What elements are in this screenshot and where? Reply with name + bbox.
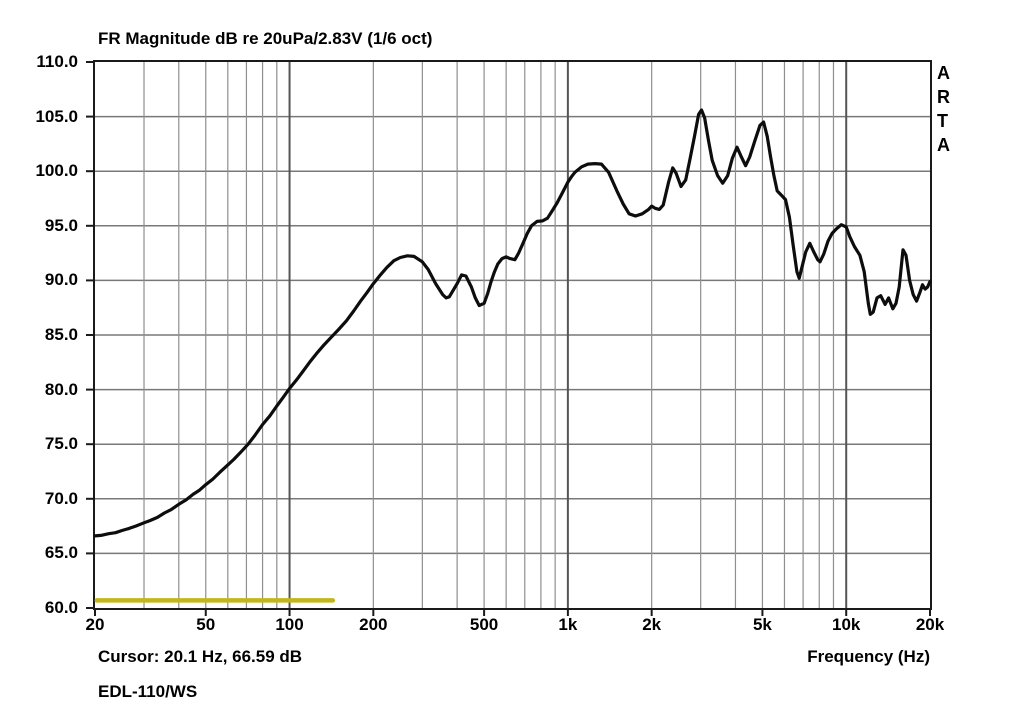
y-tick-label: 90.0	[44, 270, 78, 290]
x-tick-label: 20	[85, 615, 105, 634]
y-tick-label: 110.0	[36, 52, 78, 71]
y-tick-label: 100.0	[35, 161, 78, 181]
y-tick-label: 80.0	[44, 379, 78, 399]
fr-curve-canvas	[86, 61, 932, 616]
x-tick-label: 50	[196, 615, 216, 634]
plot-area[interactable]	[86, 60, 932, 616]
y-tick-label: 60.0	[44, 598, 78, 617]
x-tick-label: 20k	[915, 615, 945, 634]
y-tick-label: 95.0	[44, 215, 78, 235]
x-tick-label: 500	[469, 615, 499, 634]
x-axis: 20 50 100 200 500 1k 2k 5k 10k 20k	[0, 615, 1024, 637]
y-axis: 110.0 105.0 100.0 95.0 90.0 85.0 80.0 75.0 70.0 6…	[0, 0, 88, 715]
x-tick-label: 100	[275, 615, 304, 634]
x-tick-label: 10k	[832, 615, 861, 634]
y-tick-label: 65.0	[44, 543, 78, 563]
x-tick-label: 1k	[558, 615, 578, 634]
y-tick-label: 85.0	[44, 325, 78, 344]
cursor-readout: Cursor: 20.1 Hz, 66.59 dB	[98, 647, 303, 666]
x-tick-label: 5k	[752, 615, 772, 634]
x-axis-title: Frequency (Hz)	[807, 647, 930, 666]
chart-title: FR Magnitude dB re 20uPa/2.83V (1/6 oct)	[98, 29, 433, 48]
y-tick-label: 75.0	[44, 434, 78, 454]
x-tick-label: 200	[359, 615, 388, 634]
y-tick-label: 70.0	[44, 488, 78, 508]
y-tick-label: 105.0	[35, 106, 78, 126]
x-tick-label: 2k	[642, 615, 662, 634]
signature-label: EDL-110/WS	[98, 682, 198, 701]
arta-watermark: ARTA	[937, 63, 950, 155]
